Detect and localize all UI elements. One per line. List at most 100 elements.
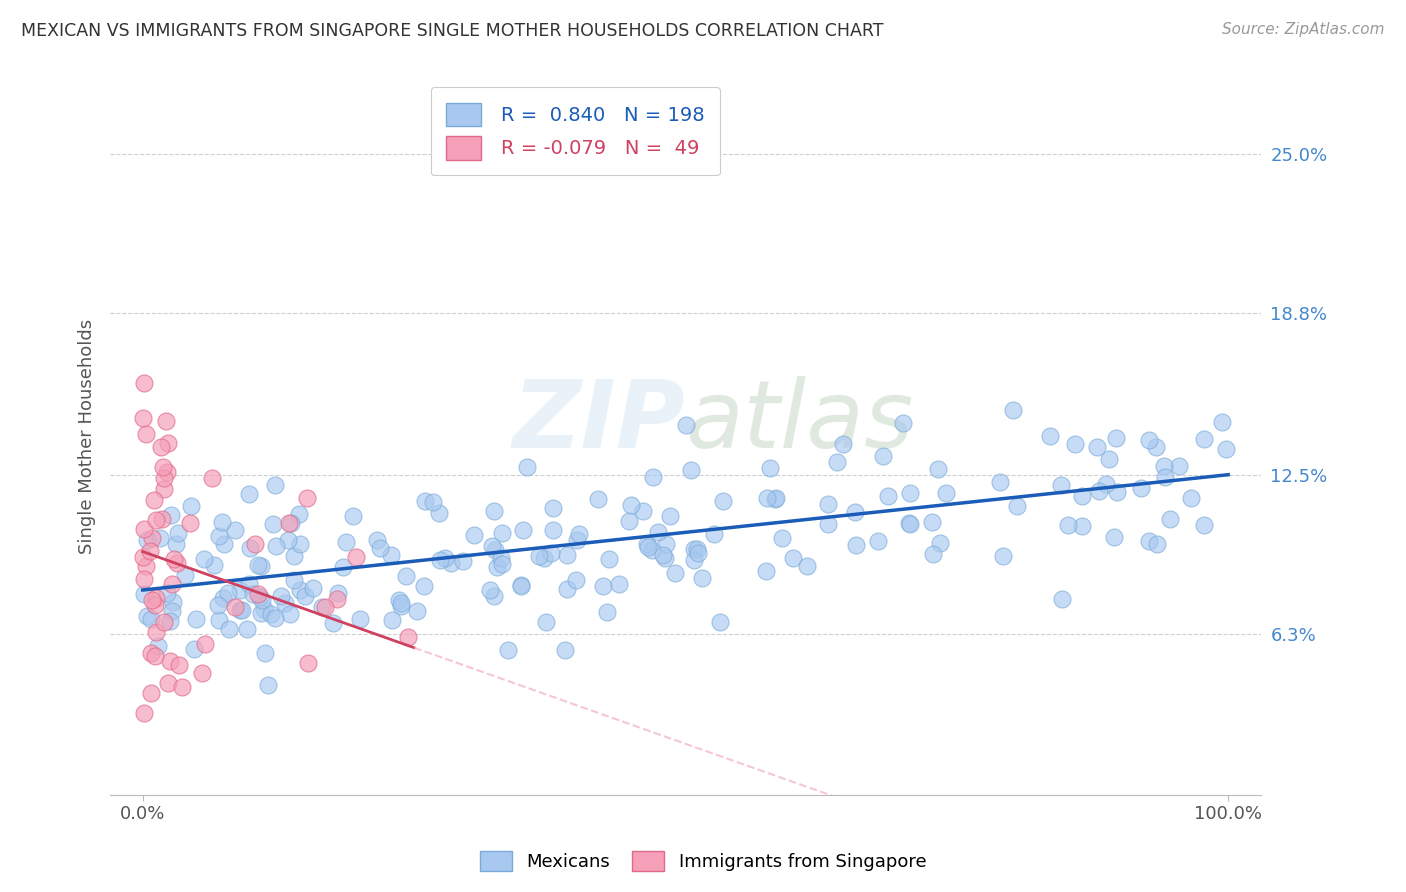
- Point: [1085, 440, 1108, 454]
- Point: [929, 535, 952, 549]
- Point: [1129, 481, 1152, 495]
- Point: [564, 574, 586, 588]
- Point: [283, 573, 305, 587]
- Point: [288, 508, 311, 522]
- Point: [277, 533, 299, 548]
- Text: ZIP: ZIP: [513, 376, 686, 468]
- Point: [1146, 536, 1168, 550]
- Point: [294, 589, 316, 603]
- Point: [288, 536, 311, 550]
- Point: [540, 546, 562, 560]
- Point: [557, 582, 579, 596]
- Point: [132, 376, 155, 390]
- Point: [322, 615, 344, 630]
- Point: [1105, 431, 1128, 445]
- Point: [165, 536, 187, 550]
- Point: [898, 517, 921, 532]
- Point: [927, 462, 949, 476]
- Point: [647, 525, 669, 540]
- Point: [139, 543, 162, 558]
- Point: [156, 586, 179, 600]
- Point: [159, 654, 181, 668]
- Point: [536, 615, 558, 629]
- Point: [664, 566, 686, 580]
- Point: [565, 533, 588, 548]
- Point: [592, 578, 614, 592]
- Point: [655, 537, 678, 551]
- Point: [596, 605, 619, 619]
- Point: [160, 577, 183, 591]
- Point: [515, 459, 537, 474]
- Point: [263, 611, 285, 625]
- Point: [211, 591, 233, 605]
- Point: [153, 471, 176, 485]
- Point: [1095, 476, 1118, 491]
- Point: [156, 675, 179, 690]
- Point: [845, 538, 868, 552]
- Point: [145, 513, 167, 527]
- Point: [217, 586, 239, 600]
- Point: [396, 630, 419, 644]
- Point: [395, 569, 418, 583]
- Point: [1102, 530, 1125, 544]
- Point: [636, 537, 658, 551]
- Point: [159, 614, 181, 628]
- Point: [173, 568, 195, 582]
- Point: [759, 461, 782, 475]
- Point: [184, 612, 207, 626]
- Point: [586, 491, 609, 506]
- Point: [479, 582, 502, 597]
- Point: [155, 465, 177, 479]
- Point: [143, 598, 166, 612]
- Point: [247, 587, 270, 601]
- Point: [150, 512, 173, 526]
- Point: [485, 559, 508, 574]
- Point: [250, 559, 273, 574]
- Point: [132, 411, 155, 425]
- Point: [1005, 500, 1028, 514]
- Point: [481, 540, 503, 554]
- Point: [263, 477, 285, 491]
- Point: [491, 525, 513, 540]
- Point: [342, 508, 364, 523]
- Point: [381, 613, 404, 627]
- Point: [675, 418, 697, 433]
- Point: [288, 583, 311, 598]
- Y-axis label: Single Mother Households: Single Mother Households: [79, 318, 96, 554]
- Point: [654, 551, 676, 566]
- Point: [434, 550, 457, 565]
- Point: [260, 607, 283, 622]
- Point: [1215, 442, 1237, 456]
- Point: [543, 523, 565, 537]
- Point: [512, 524, 534, 538]
- Point: [686, 541, 709, 556]
- Point: [484, 543, 506, 558]
- Point: [247, 558, 270, 572]
- Point: [510, 577, 533, 591]
- Point: [765, 491, 787, 505]
- Point: [194, 637, 217, 651]
- Point: [262, 517, 284, 532]
- Point: [482, 589, 505, 603]
- Text: atlas: atlas: [686, 376, 914, 467]
- Legend: R =  0.840   N = 198, R = -0.079   N =  49: R = 0.840 N = 198, R = -0.079 N = 49: [430, 87, 720, 176]
- Point: [429, 552, 451, 566]
- Point: [180, 499, 202, 513]
- Point: [703, 527, 725, 541]
- Point: [440, 556, 463, 570]
- Point: [988, 475, 1011, 490]
- Point: [1070, 519, 1092, 533]
- Point: [620, 498, 643, 512]
- Point: [388, 592, 411, 607]
- Point: [1192, 518, 1215, 533]
- Point: [1039, 429, 1062, 443]
- Point: [145, 624, 167, 639]
- Point: [274, 596, 297, 610]
- Point: [135, 608, 157, 623]
- Point: [844, 505, 866, 519]
- Point: [679, 463, 702, 477]
- Point: [991, 549, 1014, 564]
- Point: [1052, 592, 1074, 607]
- Point: [297, 656, 319, 670]
- Text: MEXICAN VS IMMIGRANTS FROM SINGAPORE SINGLE MOTHER HOUSEHOLDS CORRELATION CHART: MEXICAN VS IMMIGRANTS FROM SINGAPORE SIN…: [21, 22, 883, 40]
